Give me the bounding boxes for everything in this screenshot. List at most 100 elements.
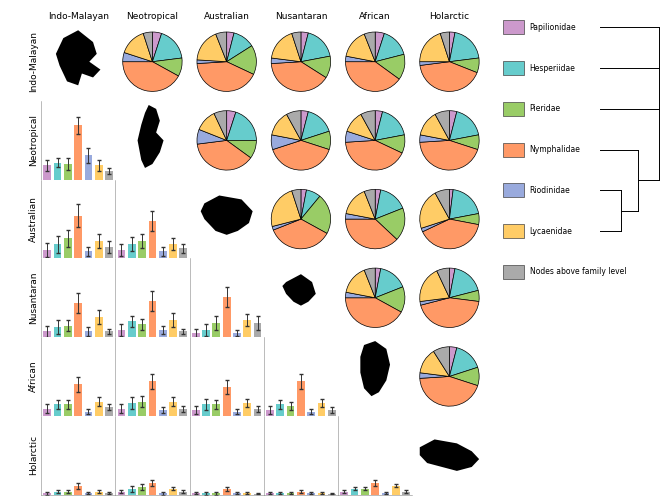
Wedge shape: [375, 111, 383, 140]
Bar: [44, 331, 51, 337]
Bar: [159, 493, 167, 495]
Text: Indo-Malayan: Indo-Malayan: [29, 31, 38, 92]
Wedge shape: [449, 189, 453, 219]
Bar: [318, 403, 326, 416]
Wedge shape: [420, 193, 449, 228]
Wedge shape: [214, 111, 226, 140]
Text: Papilionidae: Papilionidae: [530, 23, 576, 32]
Wedge shape: [420, 140, 478, 170]
Wedge shape: [449, 135, 479, 150]
Polygon shape: [56, 30, 101, 85]
Wedge shape: [449, 367, 479, 386]
Bar: [95, 166, 103, 180]
Wedge shape: [420, 114, 449, 140]
Text: Nusantaran: Nusantaran: [29, 271, 38, 324]
Bar: [128, 322, 136, 337]
Bar: [85, 493, 93, 495]
Wedge shape: [420, 135, 449, 142]
Bar: [254, 494, 261, 495]
Wedge shape: [420, 298, 449, 305]
Wedge shape: [197, 140, 251, 170]
Bar: [266, 410, 274, 416]
Wedge shape: [152, 58, 182, 76]
Wedge shape: [272, 114, 301, 140]
Wedge shape: [375, 268, 381, 298]
Wedge shape: [216, 32, 226, 62]
Wedge shape: [346, 298, 401, 328]
Bar: [148, 221, 156, 258]
Bar: [44, 250, 51, 258]
Wedge shape: [301, 196, 330, 234]
Wedge shape: [375, 287, 405, 312]
Wedge shape: [301, 189, 307, 219]
Wedge shape: [449, 290, 479, 302]
Bar: [202, 405, 210, 416]
Wedge shape: [449, 214, 479, 225]
Wedge shape: [375, 189, 381, 219]
Bar: [179, 331, 187, 337]
Bar: [277, 493, 284, 495]
Wedge shape: [346, 56, 375, 62]
Wedge shape: [346, 131, 375, 142]
Bar: [192, 333, 200, 337]
Bar: [74, 384, 82, 416]
Wedge shape: [346, 219, 397, 249]
Bar: [74, 303, 82, 337]
Bar: [340, 492, 348, 495]
Wedge shape: [420, 62, 449, 66]
Bar: [328, 494, 336, 495]
Wedge shape: [301, 111, 308, 140]
Bar: [159, 410, 167, 416]
Bar: [138, 488, 146, 495]
Wedge shape: [152, 32, 162, 62]
Wedge shape: [364, 268, 375, 298]
Bar: [213, 493, 220, 495]
Bar: [169, 244, 177, 258]
Wedge shape: [226, 32, 234, 62]
Bar: [95, 402, 103, 416]
Text: African: African: [29, 361, 38, 392]
Bar: [318, 493, 326, 495]
Wedge shape: [226, 140, 256, 158]
Bar: [148, 382, 156, 416]
Wedge shape: [449, 112, 479, 140]
Bar: [118, 250, 125, 258]
Bar: [202, 330, 210, 337]
Text: Nymphalidae: Nymphalidae: [530, 145, 581, 154]
Wedge shape: [301, 131, 330, 150]
Text: Lycaenidae: Lycaenidae: [530, 227, 573, 236]
Bar: [159, 251, 167, 258]
Bar: [213, 323, 220, 337]
Bar: [54, 492, 62, 495]
Bar: [148, 301, 156, 337]
Wedge shape: [346, 270, 375, 298]
Text: Hesperiidae: Hesperiidae: [530, 64, 575, 73]
Wedge shape: [301, 190, 320, 219]
Bar: [105, 247, 113, 258]
Bar: [169, 402, 177, 416]
Wedge shape: [420, 33, 449, 62]
Wedge shape: [124, 33, 152, 62]
Wedge shape: [346, 140, 402, 170]
Polygon shape: [420, 439, 479, 471]
Wedge shape: [435, 189, 449, 219]
Wedge shape: [375, 135, 405, 153]
Wedge shape: [375, 208, 405, 240]
Bar: [85, 156, 93, 180]
Bar: [223, 297, 230, 337]
Bar: [179, 248, 187, 258]
Bar: [118, 330, 125, 337]
Text: Pieridae: Pieridae: [530, 104, 561, 113]
Bar: [297, 492, 305, 495]
Wedge shape: [420, 351, 449, 377]
Wedge shape: [197, 62, 254, 91]
Wedge shape: [449, 190, 479, 219]
Bar: [74, 216, 82, 258]
Bar: [361, 489, 369, 495]
Bar: [105, 331, 113, 337]
Wedge shape: [434, 347, 449, 377]
Bar: [307, 412, 315, 416]
Wedge shape: [420, 298, 479, 328]
Wedge shape: [301, 112, 329, 140]
Text: Australian: Australian: [29, 196, 38, 242]
